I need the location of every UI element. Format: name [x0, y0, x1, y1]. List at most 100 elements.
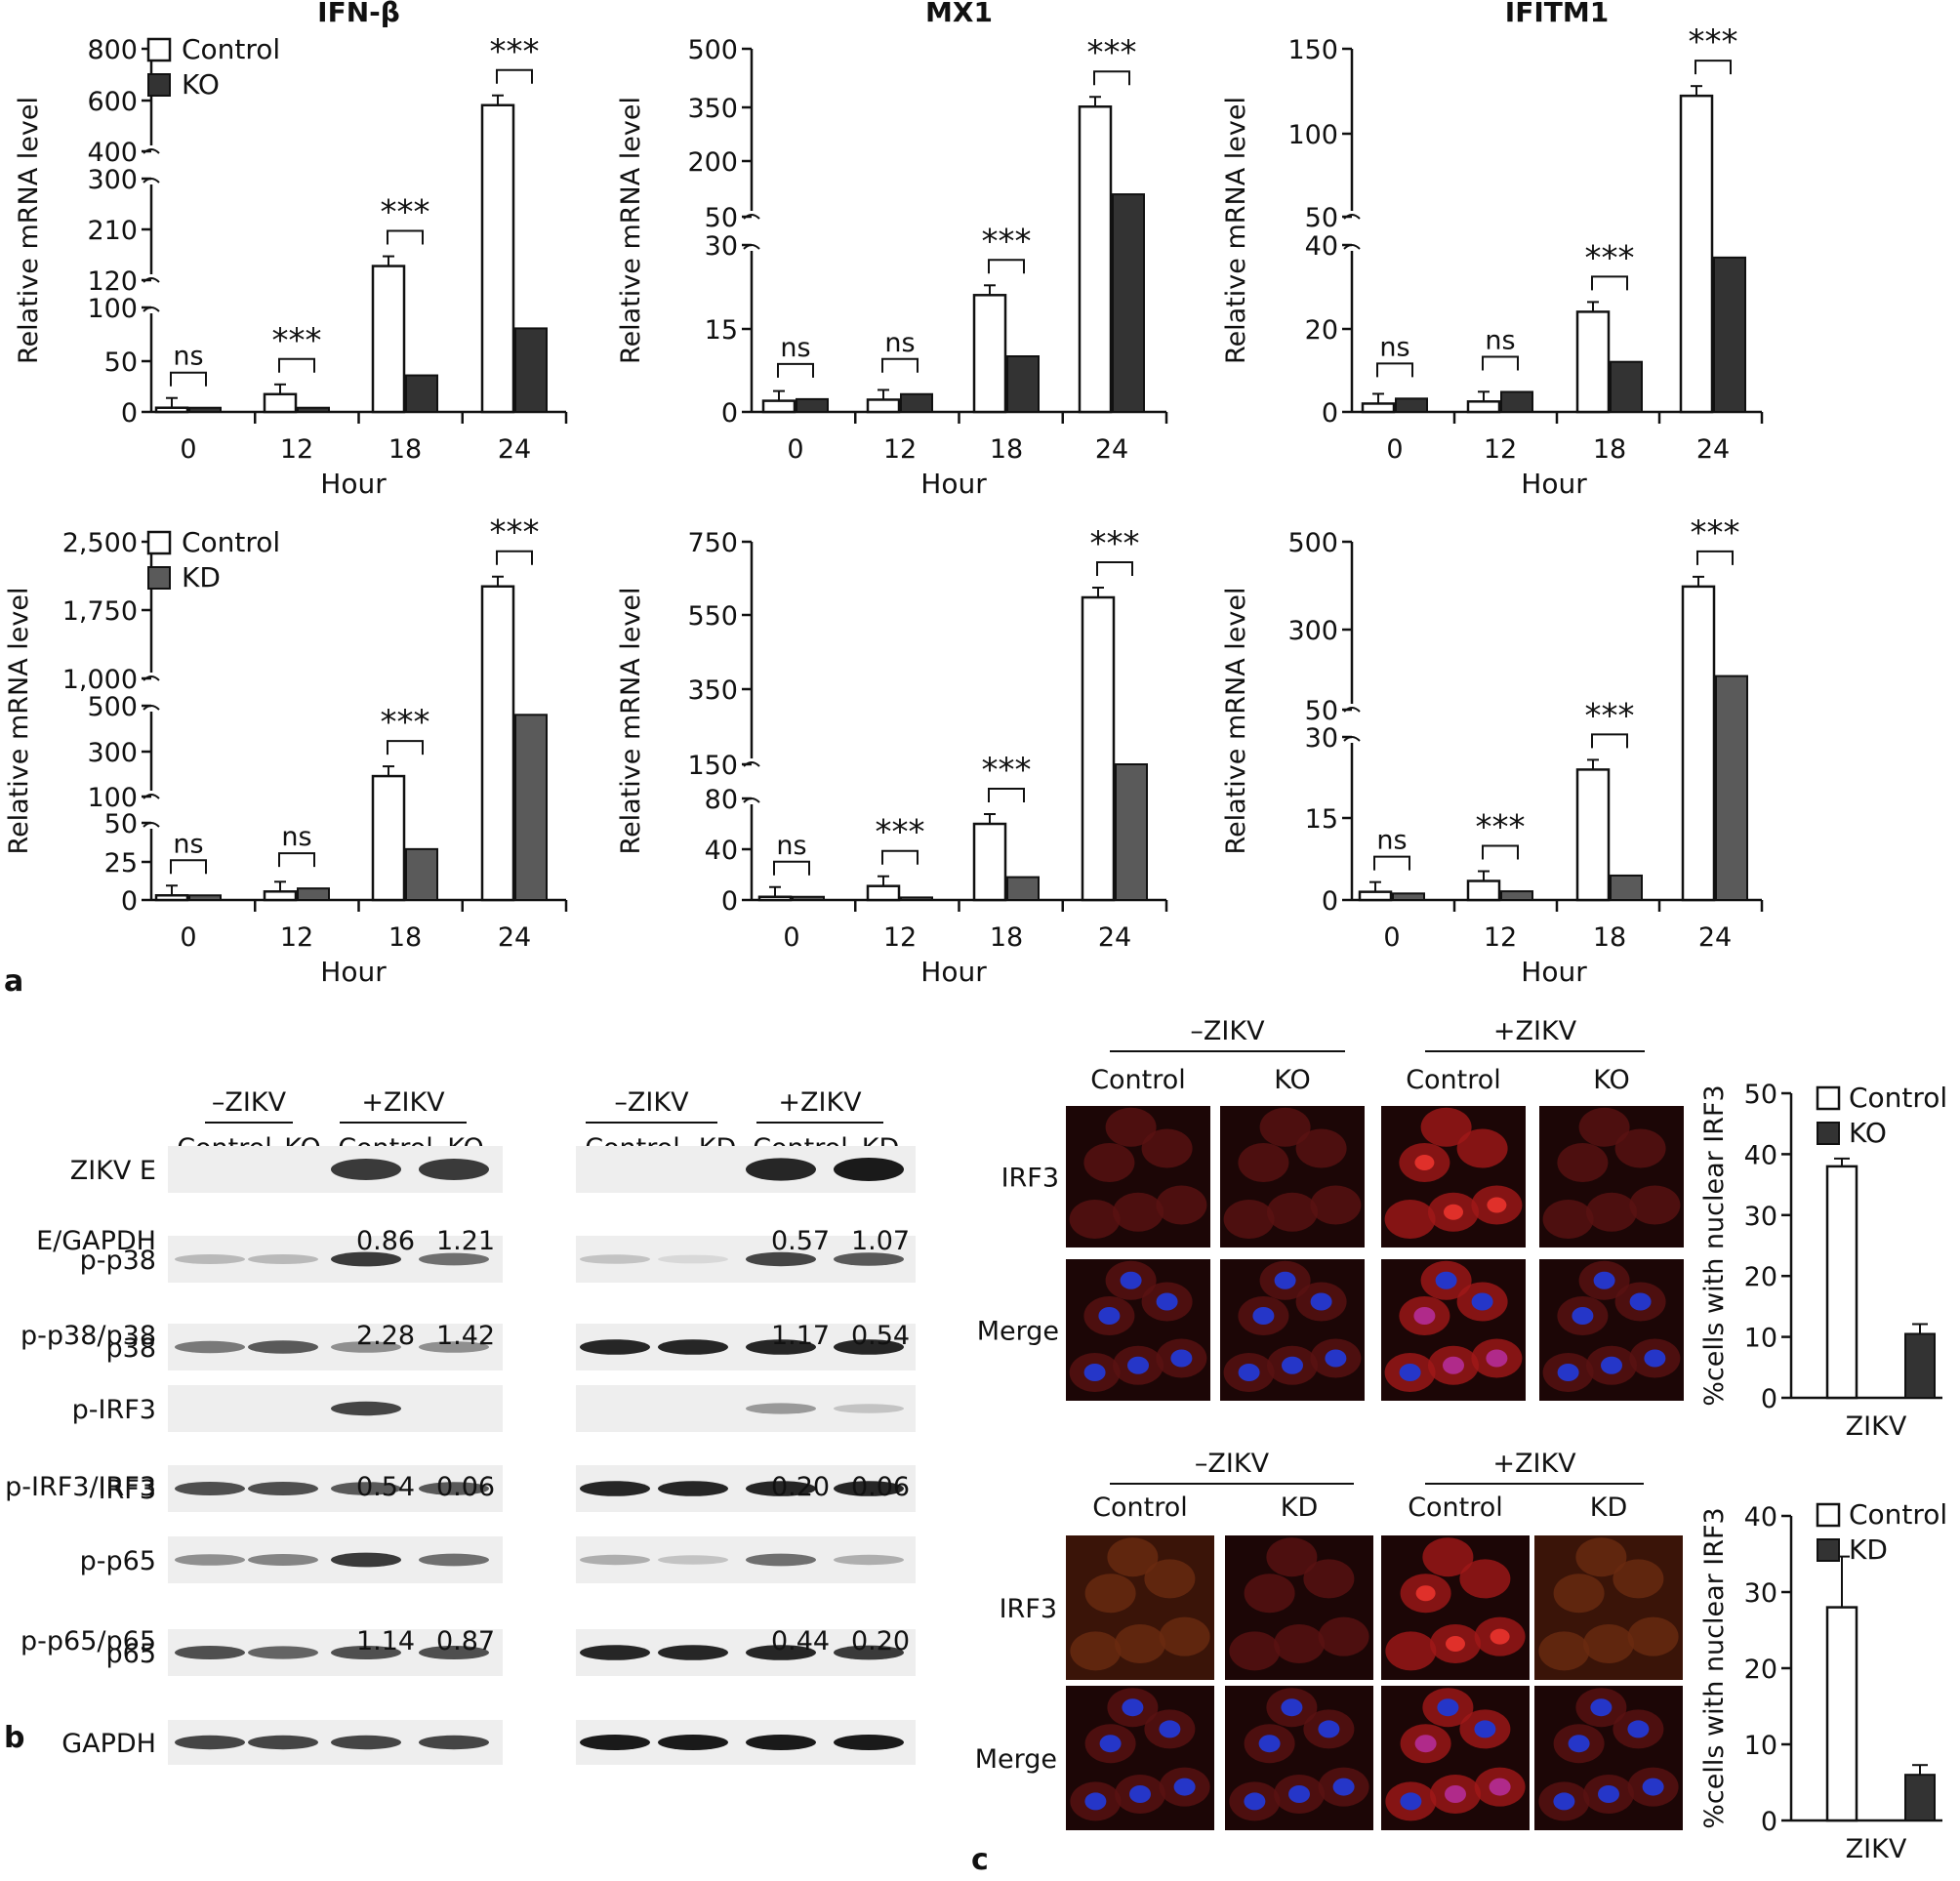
blot-band [419, 1646, 489, 1659]
y-tick-label: 50 [705, 203, 738, 233]
micro-cell [1384, 1200, 1436, 1239]
x-axis-label: Hour [1521, 956, 1587, 988]
micro-cell [1614, 1128, 1666, 1168]
micro-nucleus [1159, 1720, 1181, 1738]
legend-label-treated: KO [1849, 1117, 1887, 1149]
significance-label: *** [1090, 524, 1140, 563]
blot-band [658, 1481, 728, 1496]
micro-cell [1538, 1631, 1590, 1671]
significance-bracket [1696, 550, 1734, 565]
x-tick-label: 24 [1698, 922, 1732, 953]
micro-cell [1303, 1559, 1355, 1599]
y-tick-label: 300 [87, 738, 138, 768]
blot-band [834, 1339, 904, 1355]
y-tick-label: 20 [1744, 1655, 1777, 1685]
y-tick-label: 40 [705, 836, 738, 866]
significance-label: ns [1376, 826, 1407, 856]
micro-nucleus [1282, 1356, 1303, 1374]
blot-band [175, 1646, 245, 1659]
micro-nucleus [1627, 1720, 1650, 1738]
bar-ko [297, 406, 330, 414]
blot-band [834, 1404, 904, 1413]
blot-band [834, 1554, 904, 1566]
y-tick-label: 0 [721, 886, 738, 917]
legend-label-control: Control [182, 526, 280, 558]
micro-cell [1229, 1631, 1281, 1671]
bar-ko [188, 406, 222, 414]
legend-swatch-treated [1817, 1122, 1840, 1145]
y-tick-label: 0 [1322, 398, 1338, 429]
bar-ko [1006, 355, 1040, 413]
ratio-value: 1.42 [436, 1321, 495, 1351]
x-tick-label: 12 [280, 434, 313, 465]
blot-band [658, 1555, 728, 1565]
micro-cell [1385, 1631, 1437, 1671]
micro-cell [1578, 1107, 1630, 1147]
bar-control [371, 265, 406, 414]
blot-band [331, 1159, 401, 1180]
bar-ko [796, 397, 829, 414]
legend-label-control: Control [182, 33, 280, 65]
bar-kd [188, 894, 222, 902]
blot-group-label: +ZIKV [361, 1087, 445, 1118]
y-tick-label: 800 [87, 35, 138, 65]
micro-column-label: Control [1092, 1493, 1188, 1523]
y-tick-label: 400 [87, 138, 138, 168]
blot-band [419, 1341, 489, 1353]
blot-group-label: –ZIKV [614, 1087, 689, 1118]
y-tick-label: 0 [1322, 886, 1338, 917]
y-tick-label: 25 [104, 848, 138, 879]
bar-treated [1904, 1332, 1936, 1399]
y-tick-label: 50 [104, 348, 138, 378]
significance-label: *** [982, 751, 1032, 790]
significance-label: ns [1485, 325, 1515, 355]
ratio-row-label: p-p38/p38 [20, 1321, 156, 1351]
significance-label: ns [173, 342, 203, 372]
micro-cell [1259, 1107, 1311, 1147]
bar-control [1575, 310, 1611, 414]
significance-label: ns [173, 829, 203, 859]
significance-bracket [1695, 60, 1732, 75]
bar-control [263, 890, 298, 902]
blot-band [248, 1482, 318, 1495]
micro-cell [1613, 1559, 1664, 1599]
micro-cell [1583, 1624, 1634, 1663]
micro-nucleus [1274, 1271, 1296, 1289]
blot-band [248, 1554, 318, 1566]
panel-label-c: c [971, 1843, 989, 1877]
y-axis-label: Relative mRNA level [1221, 588, 1251, 855]
x-tick-label: 18 [1593, 922, 1626, 953]
y-tick-label: 750 [687, 528, 738, 558]
micro-nucleus [1252, 1307, 1275, 1325]
micro-cell [1542, 1200, 1594, 1239]
micro-column-label: Control [1406, 1065, 1501, 1095]
legend-swatch-treated [147, 73, 171, 97]
micro-cell [1318, 1616, 1369, 1656]
blot-band [419, 1252, 489, 1266]
y-tick-label: 350 [687, 675, 738, 706]
y-tick-label: 150 [687, 751, 738, 781]
ratio-value: 0.20 [771, 1472, 830, 1502]
significance-bracket [170, 859, 207, 875]
y-tick-label: 500 [1287, 528, 1338, 558]
micro-cell [1244, 1574, 1295, 1614]
bar-kd [405, 847, 438, 901]
bar-control [1466, 879, 1501, 902]
micro-cell [1586, 1192, 1637, 1232]
y-tick-label: 0 [1761, 1384, 1777, 1414]
micro-nucleus [1399, 1364, 1421, 1381]
western-blots: –ZIKV+ZIKVControlKOControlKOZIKV Ep-p38p… [5, 1087, 916, 1765]
micro-cell [1295, 1128, 1347, 1168]
chart-title: MX1 [925, 0, 993, 28]
y-axis-label: %cells with nuclear IRF3 [1699, 1084, 1730, 1406]
ratio-value: 1.21 [436, 1226, 495, 1256]
micro-nucleus [1437, 1698, 1459, 1717]
micro-nucleus [1601, 1356, 1622, 1374]
x-tick-label: 0 [787, 434, 803, 465]
blot-band [658, 1339, 728, 1355]
blot-band [331, 1401, 401, 1416]
blot-row-label: p-IRF3 [72, 1395, 156, 1425]
y-tick-label: 50 [1305, 203, 1338, 233]
significance-label: *** [272, 321, 322, 360]
